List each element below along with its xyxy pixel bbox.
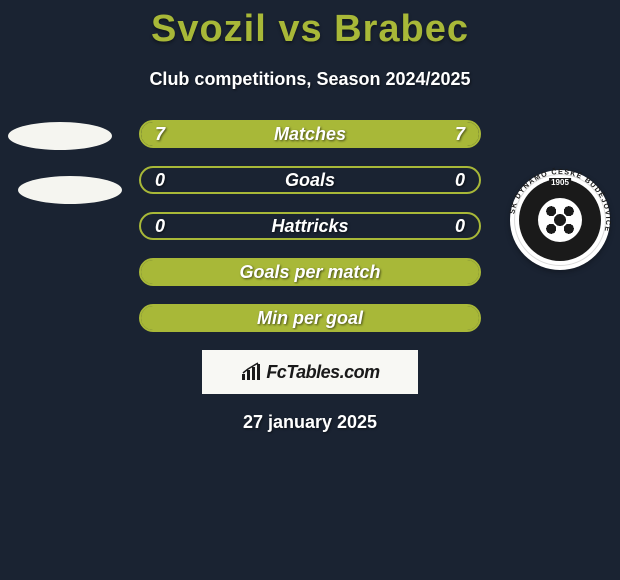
stats-container: 7 Matches 7 0 Goals 0 0 Hattricks 0 Goal… [139, 120, 481, 332]
stat-row-min-per-goal: Min per goal [139, 304, 481, 332]
stat-value-left: 0 [155, 216, 165, 237]
club-badge-year: 1905 [549, 178, 571, 187]
stat-value-right: 7 [455, 124, 465, 145]
player-avatar-left-top [8, 122, 112, 150]
stat-row-goals: 0 Goals 0 [139, 166, 481, 194]
stat-row-matches: 7 Matches 7 [139, 120, 481, 148]
player-avatar-left-bottom [18, 176, 122, 204]
bar-chart-icon [240, 362, 262, 382]
stat-value-right: 0 [455, 216, 465, 237]
stat-label: Hattricks [271, 216, 348, 237]
club-badge: SK DYNAMO ČESKÉ BUDĚJOVICE 1905 [510, 170, 610, 270]
subtitle: Club competitions, Season 2024/2025 [0, 69, 620, 90]
stat-value-left: 0 [155, 170, 165, 191]
stat-value-right: 0 [455, 170, 465, 191]
date-line: 27 january 2025 [0, 412, 620, 433]
stat-row-goals-per-match: Goals per match [139, 258, 481, 286]
stat-label: Min per goal [257, 308, 363, 329]
stat-value-left: 7 [155, 124, 165, 145]
stat-label: Matches [274, 124, 346, 145]
source-logo: FcTables.com [202, 350, 418, 394]
source-logo-text: FcTables.com [266, 362, 379, 383]
stat-label: Goals [285, 170, 335, 191]
soccer-ball-icon [538, 198, 582, 242]
stat-label: Goals per match [239, 262, 380, 283]
page-title: Svozil vs Brabec [0, 0, 620, 51]
stat-row-hattricks: 0 Hattricks 0 [139, 212, 481, 240]
